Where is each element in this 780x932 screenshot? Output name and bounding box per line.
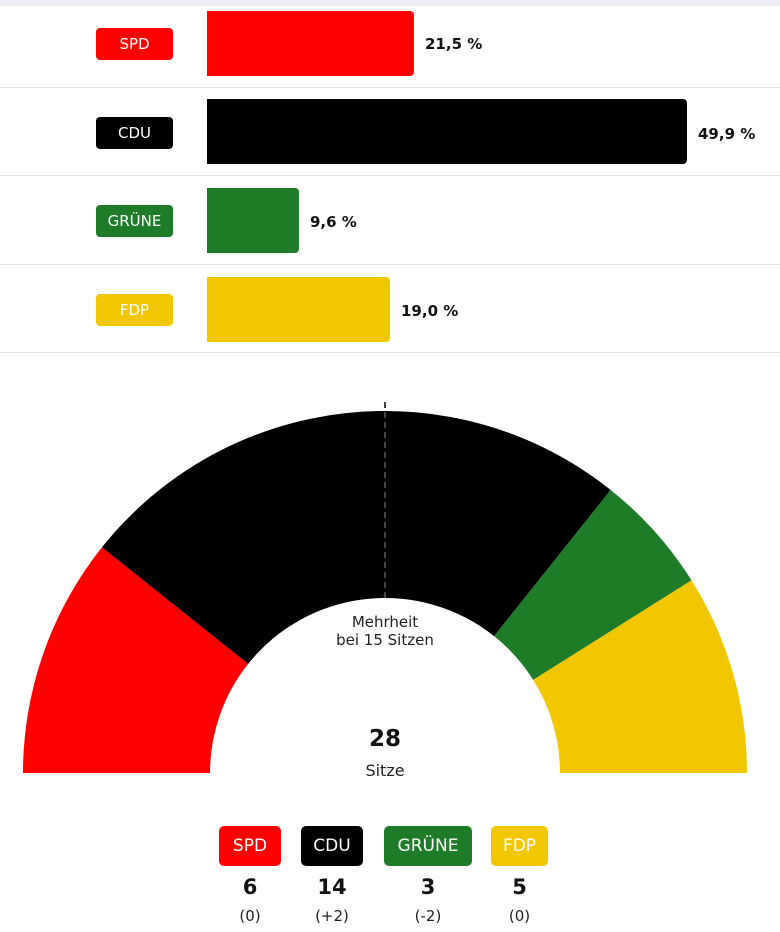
bar-value-label-fdp: 19,0 % <box>401 302 459 320</box>
bar-row-gruene: GRÜNE 9,6 % <box>0 177 780 265</box>
bar-row-cdu: CDU 49,9 % <box>0 88 780 176</box>
seat-segment-gruene <box>494 489 692 680</box>
bar-cdu <box>207 99 687 164</box>
seat-segment-spd <box>23 547 249 773</box>
legend-seats-cdu: 14 <box>317 875 347 899</box>
party-badge-cdu: CDU <box>96 117 173 149</box>
legend-badge-gruene: GRÜNE <box>384 826 472 866</box>
seat-segment-fdp <box>533 580 747 773</box>
majority-label-line1: Mehrheit <box>352 613 418 631</box>
legend-item-spd: SPD 6 (0) <box>219 826 281 926</box>
party-badge-spd: SPD <box>96 28 173 60</box>
seat-segment-cdu <box>101 411 611 664</box>
seat-distribution-chart: Mehrheit bei 15 Sitzen 28 Sitze <box>23 402 747 780</box>
bar-fdp <box>207 277 390 342</box>
bar-gruene <box>207 188 299 253</box>
bar-value-label-cdu: 49,9 % <box>698 125 756 143</box>
bar-row-fdp: FDP 19,0 % <box>0 265 780 353</box>
top-strip <box>0 0 780 6</box>
party-badge-fdp: FDP <box>96 294 173 326</box>
legend-change-cdu: (+2) <box>315 907 349 925</box>
bar-spd <box>207 11 414 76</box>
total-seats: 28 <box>369 726 401 752</box>
legend-seats-fdp: 5 <box>512 875 527 899</box>
legend-item-cdu: CDU 14 (+2) <box>301 826 363 926</box>
party-badge-gruene: GRÜNE <box>96 205 173 237</box>
legend-item-gruene: GRÜNE 3 (-2) <box>384 826 472 926</box>
bar-row-spd: SPD 21,5 % <box>0 0 780 88</box>
legend-change-fdp: (0) <box>508 907 531 925</box>
legend-change-gruene: (-2) <box>414 907 442 925</box>
legend-seats-spd: 6 <box>242 875 258 899</box>
bar-value-label-spd: 21,5 % <box>425 35 483 53</box>
bar-value-label-gruene: 9,6 % <box>310 213 357 231</box>
total-seats-label: Sitze <box>365 761 404 780</box>
legend-badge-spd: SPD <box>219 826 281 866</box>
majority-label-line2: bei 15 Sitzen <box>336 631 434 649</box>
legend-change-spd: (0) <box>239 907 261 925</box>
legend-seats-gruene: 3 <box>420 875 436 899</box>
legend-item-fdp: FDP 5 (0) <box>491 826 548 926</box>
legend-badge-cdu: CDU <box>301 826 363 866</box>
legend-badge-fdp: FDP <box>491 826 548 866</box>
